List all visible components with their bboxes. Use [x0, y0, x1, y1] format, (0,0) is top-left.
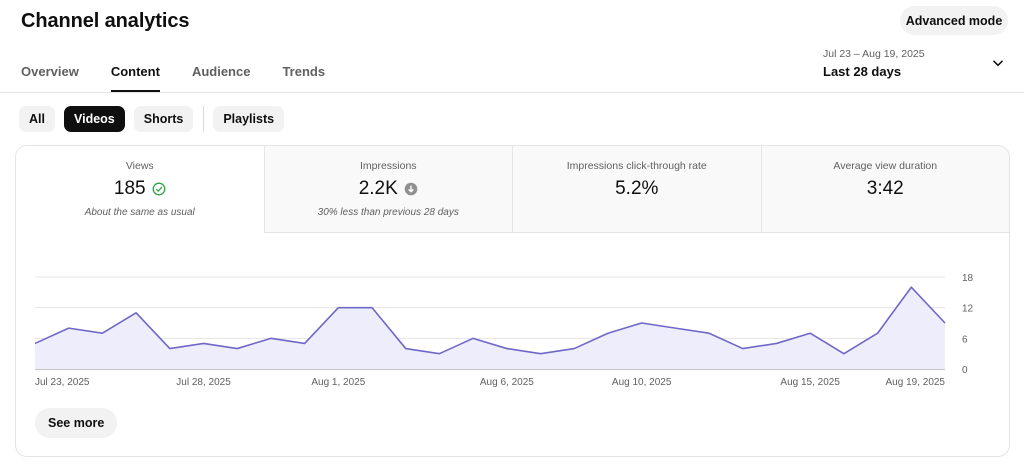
tab-content[interactable]: Content	[110, 58, 161, 92]
views-chart-svg: 0 6 12 18 Jul 23, 2025 Jul 28, 2025 Aug 1, 202…	[34, 273, 974, 388]
chart-area-fill	[35, 287, 945, 369]
filter-chip-shorts[interactable]: Shorts	[133, 106, 194, 132]
filter-chip-all[interactable]: All	[19, 106, 55, 132]
chart-series-line	[34, 286, 946, 355]
metric-ctr[interactable]: Impressions click-through rate 5.2%	[512, 146, 761, 233]
x-tick-label: Aug 10, 2025	[612, 377, 672, 388]
metric-value-row: 185	[16, 178, 264, 200]
tab-overview[interactable]: Overview	[21, 64, 79, 79]
metrics-card: Views 185 About the same as usual Impres…	[15, 145, 1010, 457]
date-range-picker[interactable]: Jul 23 – Aug 19, 2025 Last 28 days	[823, 46, 1011, 86]
y-tick-label: 12	[962, 304, 974, 315]
metric-title: Views	[125, 160, 154, 172]
metric-value: 5.2%	[615, 178, 659, 199]
x-tick-label: Aug 6, 2025	[480, 377, 534, 388]
metric-avg-view-duration[interactable]: Average view duration 3:42	[760, 146, 1010, 233]
x-tick-label: Aug 1, 2025	[311, 377, 365, 388]
chevron-down-icon[interactable]	[991, 56, 1005, 70]
y-tick-label: 0	[962, 365, 968, 376]
x-tick-label: Aug 19, 2025	[886, 377, 946, 388]
metric-title: Impressions click-through rate	[566, 160, 707, 172]
metric-title: Average view duration	[833, 160, 938, 172]
tab-bar: Overview Content Audience Trends	[21, 58, 357, 92]
x-tick-label: Jul 23, 2025	[35, 377, 90, 388]
date-range-label: Last 28 days	[823, 64, 902, 79]
metric-note: About the same as usual	[84, 207, 195, 218]
metric-value-row: 3:42	[762, 178, 1010, 200]
metric-title: Impressions	[359, 160, 417, 172]
date-range-text: Jul 23 – Aug 19, 2025	[823, 48, 925, 60]
x-tick-label: Aug 15, 2025	[780, 377, 840, 388]
metric-tabs: Views 185 About the same as usual Impres…	[16, 146, 1009, 233]
views-chart: 0 6 12 18 Jul 23, 2025 Jul 28, 2025 Aug 1, 202…	[16, 266, 1009, 396]
filter-chip-playlists[interactable]: Playlists	[213, 106, 285, 132]
metric-note: 30% less than previous 28 days	[317, 207, 459, 218]
x-tick-label: Jul 28, 2025	[176, 377, 231, 388]
filter-chip-videos[interactable]: Videos	[63, 106, 125, 132]
metric-value: 3:42	[866, 178, 904, 199]
page-title: Channel analytics	[21, 10, 190, 32]
metric-value-row: 5.2%	[513, 178, 761, 200]
check-circle-icon	[152, 182, 166, 196]
y-tick-label: 6	[962, 334, 968, 345]
see-more-button[interactable]: See more	[35, 408, 118, 438]
advanced-mode-button[interactable]: Advanced mode	[900, 6, 1008, 35]
metric-impressions[interactable]: Impressions 2.2K 30% less than previous …	[263, 146, 513, 233]
down-arrow-circle-icon	[404, 182, 418, 196]
metric-value-row: 2.2K	[265, 178, 513, 200]
content-type-filters: All Videos Shorts Playlists	[19, 106, 293, 132]
header-divider	[0, 92, 1024, 93]
metric-views[interactable]: Views 185 About the same as usual	[16, 146, 264, 233]
tab-audience[interactable]: Audience	[191, 64, 251, 79]
tab-trends[interactable]: Trends	[282, 64, 326, 79]
metric-value: 2.2K	[358, 178, 398, 199]
y-tick-label: 18	[962, 273, 974, 284]
metric-value: 185	[113, 178, 146, 199]
chip-divider	[203, 106, 205, 132]
